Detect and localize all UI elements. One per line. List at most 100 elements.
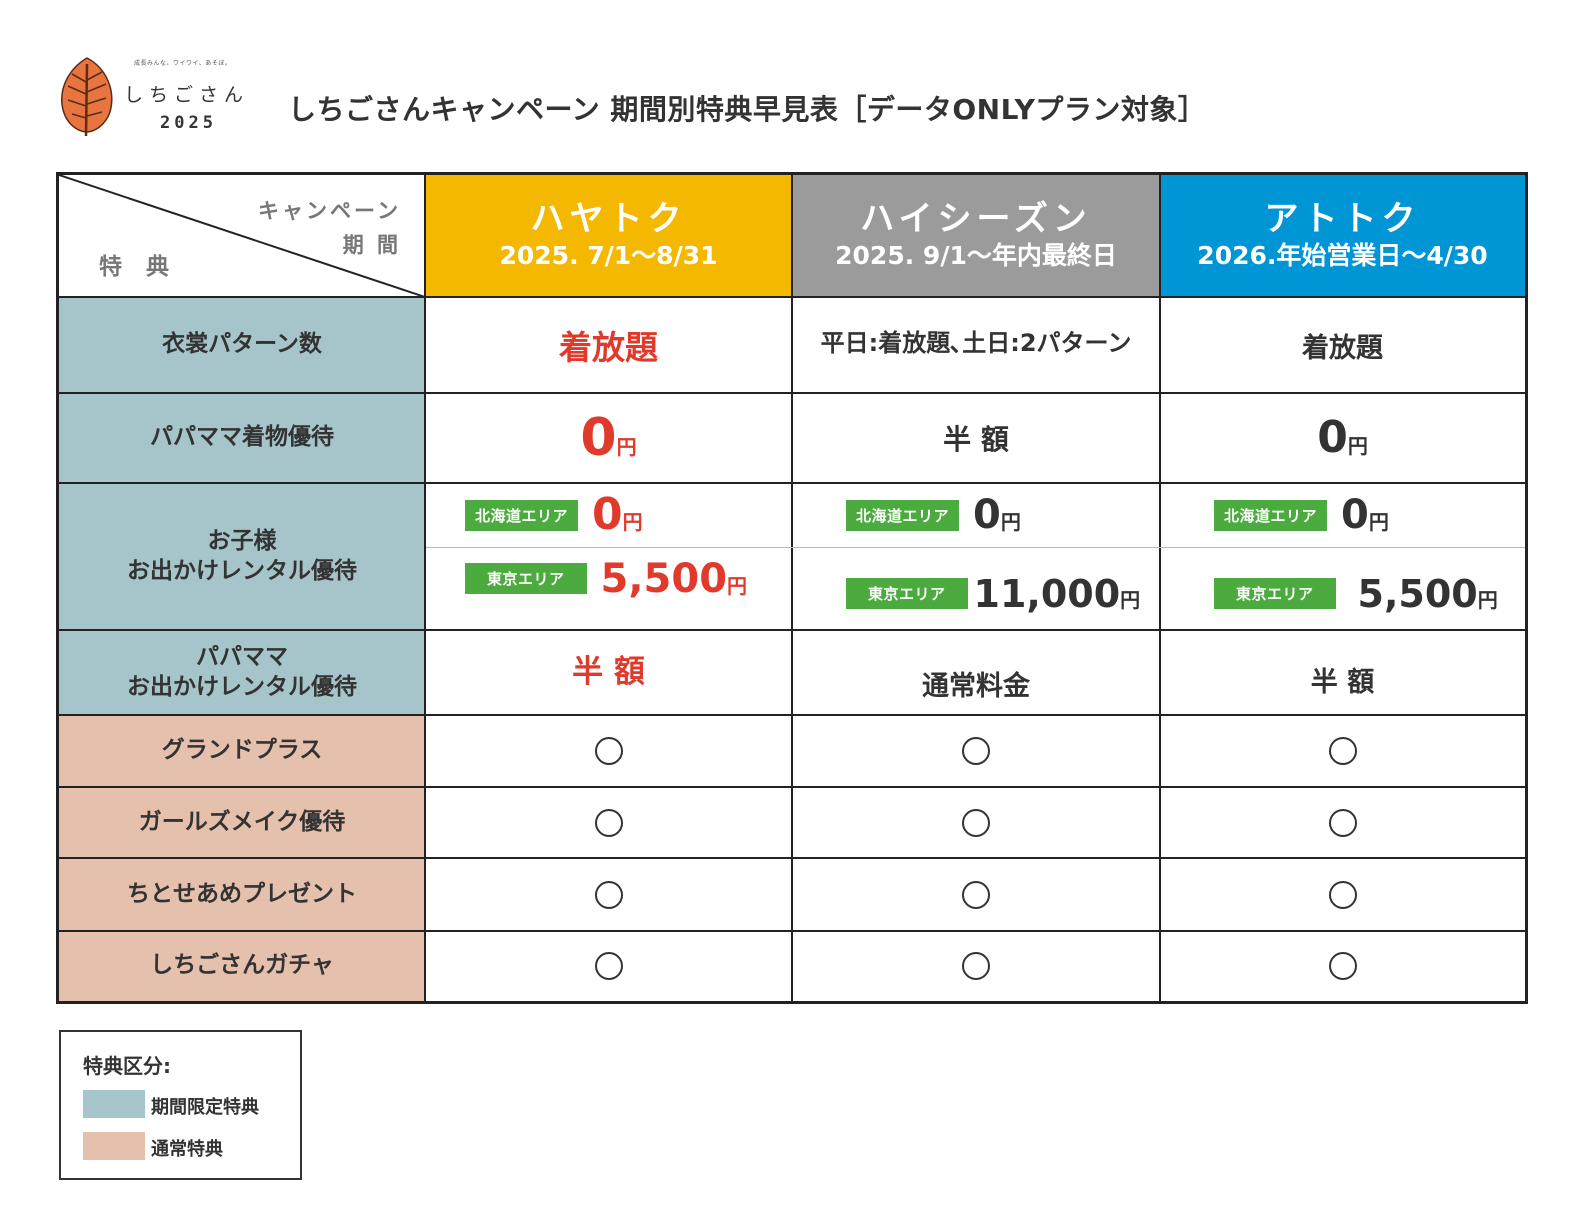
- price: 0 円: [592, 493, 643, 537]
- hokkaido-area-badge: 北海道エリア: [1214, 499, 1328, 531]
- row-label-child-rental: お子様 お出かけレンタル優待: [59, 483, 425, 630]
- available-circle-icon: [962, 808, 990, 837]
- available-circle-icon: [962, 952, 990, 980]
- grid-line: [59, 930, 1525, 932]
- price-amount: 5,500: [1357, 571, 1478, 616]
- available-circle-icon: [1328, 808, 1357, 837]
- logo-tagline: 成長みんな、ワイワイ、あそぼ。: [134, 60, 232, 67]
- column-header-hayatoku: ハヤトク 2025. 7/1～8/31: [425, 175, 792, 297]
- row-label-text: ちとせあめプレゼント: [127, 880, 357, 907]
- parent-kimono-hayatoku: 0 円: [425, 393, 792, 483]
- price: 5,500 円: [1358, 574, 1498, 613]
- girls-make-hayatoku: [425, 787, 792, 858]
- parent-rental-value: 半 額: [1310, 667, 1375, 698]
- price-amount: 0: [1341, 492, 1369, 538]
- chitose-ame-high-season: [792, 858, 1160, 931]
- row-label-text: パパママ着物優待: [150, 424, 334, 451]
- row-label-text: 衣裳パターン数: [162, 331, 322, 358]
- grid-line: [424, 175, 426, 1001]
- price-unit: 円: [1477, 588, 1498, 612]
- parent-rental-value: 通常料金: [922, 671, 1030, 702]
- campaign-label: キャンペーン: [258, 199, 401, 223]
- price-unit: 円: [1347, 433, 1368, 458]
- available-circle-icon: [594, 952, 623, 980]
- grid-line: [59, 392, 1525, 394]
- price: 11,000 円: [974, 574, 1141, 613]
- costume-hayatoku: 着放題: [425, 297, 792, 393]
- legend: 特典区分: 期間限定特典 通常特典: [59, 1030, 302, 1180]
- tokyo-area-badge: 東京エリア: [465, 563, 587, 594]
- legend-label-limited: 期間限定特典: [151, 1097, 259, 1118]
- corner-header: キャンペーン 期 間 特 典: [59, 175, 425, 297]
- parent-kimono-atotoku: 0 円: [1160, 393, 1525, 483]
- gacha-atotoku: [1160, 931, 1525, 1001]
- hokkaido-area-badge: 北海道エリア: [465, 499, 579, 531]
- child-rental-atotoku-tokyo: 東京エリア 5,500 円: [1160, 547, 1525, 630]
- column-date: 2025. 7/1～8/31: [499, 241, 718, 271]
- grid-line: [791, 175, 793, 1001]
- row-label-text: しちごさんガチャ: [150, 952, 334, 979]
- row-label-parent-kimono: パパママ着物優待: [59, 393, 425, 483]
- legend-label-regular: 通常特典: [151, 1139, 223, 1160]
- parent-rental-value: 半 額: [572, 654, 645, 690]
- row-label-line2: お出かけレンタル優待: [127, 673, 357, 700]
- row-label-text: ガールズメイク優待: [138, 808, 346, 835]
- available-circle-icon: [1328, 737, 1357, 765]
- price-unit: 円: [1368, 509, 1389, 534]
- price-amount: 0: [592, 489, 623, 540]
- row-label-costume: 衣裳パターン数: [59, 297, 425, 393]
- column-header-atotoku: アトトク 2026.年始営業日～4/30: [1160, 175, 1525, 297]
- column-name: ハイシーズン: [860, 199, 1092, 240]
- row-label-girls-make: ガールズメイク優待: [59, 787, 425, 858]
- row-label-gacha: しちごさんガチャ: [59, 931, 425, 1001]
- costume-value: 着放題: [559, 328, 658, 367]
- logo-name: しちごさん: [124, 84, 250, 106]
- grid-line: [59, 714, 1525, 716]
- price-amount: 0: [973, 492, 1001, 538]
- available-circle-icon: [594, 880, 623, 909]
- leaf-icon: [61, 57, 113, 137]
- row-label-text: グランドプラス: [161, 737, 323, 764]
- parent-kimono-high-season: 半 額: [792, 393, 1160, 483]
- grid-line: [59, 296, 1525, 298]
- column-name: アトトク: [1264, 199, 1421, 240]
- legend-title: 特典区分:: [83, 1054, 171, 1078]
- price: 0 円: [1341, 495, 1389, 535]
- girls-make-atotoku: [1160, 787, 1525, 858]
- price-text: 半 額: [943, 423, 1009, 456]
- costume-high-season: 平日:着放題､土日:2パターン: [792, 297, 1160, 393]
- grid-line: [59, 482, 1525, 484]
- parent-rental-hayatoku: 半 額: [425, 630, 792, 715]
- corner-labels-top: キャンペーン 期 間: [258, 195, 401, 262]
- available-circle-icon: [594, 808, 623, 837]
- benefit-label: 特 典: [99, 254, 178, 280]
- price-unit: 円: [616, 434, 637, 459]
- hokkaido-area-badge: 北海道エリア: [846, 499, 960, 531]
- column-date: 2025. 9/1～年内最終日: [835, 241, 1117, 271]
- gacha-high-season: [792, 931, 1160, 1001]
- costume-value: 着放題: [1302, 332, 1383, 364]
- chitose-ame-hayatoku: [425, 858, 792, 931]
- price: 0 円: [1317, 416, 1368, 460]
- available-circle-icon: [962, 880, 990, 909]
- tokyo-area-badge: 東京エリア: [846, 578, 968, 609]
- girls-make-high-season: [792, 787, 1160, 858]
- grand-plus-atotoku: [1160, 715, 1525, 787]
- price-unit: 円: [1000, 509, 1021, 534]
- chitose-ame-atotoku: [1160, 858, 1525, 931]
- legend-swatch-limited: [83, 1090, 145, 1118]
- tokyo-area-badge: 東京エリア: [1214, 578, 1336, 609]
- price-unit: 円: [1120, 588, 1141, 612]
- period-label: 期 間: [342, 232, 401, 257]
- child-rental-atotoku-hokkaido: 北海道エリア 0 円: [1160, 483, 1525, 547]
- price-unit: 円: [727, 573, 748, 598]
- gacha-hayatoku: [425, 931, 792, 1001]
- available-circle-icon: [962, 737, 990, 765]
- costume-atotoku: 着放題: [1160, 297, 1525, 393]
- row-label-chitose-ame: ちとせあめプレゼント: [59, 858, 425, 931]
- parent-rental-high-season: 通常料金: [792, 630, 1160, 715]
- row-label-line1: お子様: [207, 527, 277, 554]
- grid-line: [59, 786, 1525, 788]
- benefit-table: キャンペーン 期 間 特 典 ハヤトク 2025. 7/1～8/31 ハイシーズ…: [56, 172, 1528, 1004]
- grid-line: [59, 629, 1525, 631]
